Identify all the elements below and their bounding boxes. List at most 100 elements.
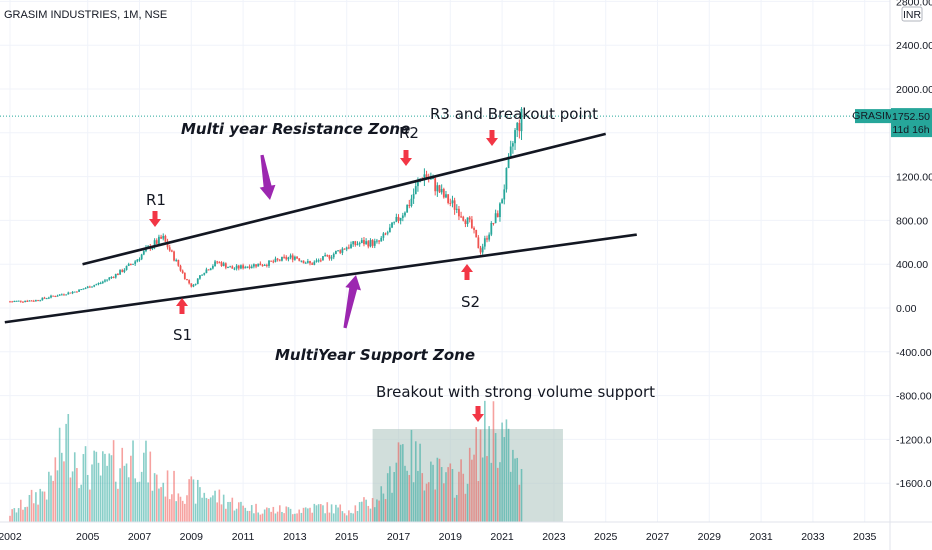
volume-bar <box>309 507 311 522</box>
last-price-badge: GRASIM 1752.50 11d 16h <box>852 108 932 138</box>
candle-body <box>300 260 303 262</box>
candle-body <box>205 269 208 274</box>
volume-bar <box>289 508 292 522</box>
candle-body <box>350 244 352 249</box>
volume-bar <box>285 506 288 522</box>
candle-body <box>73 291 76 293</box>
candle-body <box>173 251 175 261</box>
volume-bar <box>471 459 473 522</box>
candle-body <box>304 262 307 264</box>
time-tick-label: 2009 <box>180 531 204 543</box>
time-tick-label: 2035 <box>853 531 877 543</box>
candle-body <box>470 219 473 228</box>
volume-bar <box>93 450 95 522</box>
volume-bar <box>298 509 301 522</box>
volume-bar <box>140 471 143 522</box>
volume-bar <box>376 499 378 522</box>
support-line[interactable] <box>4 233 637 324</box>
volume-bar <box>52 480 54 522</box>
volume-bar <box>458 471 460 522</box>
candle-body <box>201 274 203 276</box>
candle-body <box>138 259 141 261</box>
volume-bar <box>313 503 316 522</box>
volume-bar <box>54 457 57 522</box>
resistance-zone-label: Multi year Resistance Zone <box>181 120 410 138</box>
candle-body <box>507 156 510 169</box>
volume-bar <box>13 508 16 522</box>
volume-bar <box>48 471 50 522</box>
volume-bar <box>147 482 149 522</box>
candle-body <box>231 266 234 269</box>
candle-body <box>447 194 450 204</box>
volume-bar <box>186 495 188 522</box>
candle-body <box>52 295 55 297</box>
volume-bar <box>402 444 404 522</box>
candle-body <box>328 255 331 259</box>
candle-body <box>63 294 65 296</box>
volume-bar <box>67 414 70 522</box>
volume-bar <box>404 465 406 522</box>
candle-body <box>170 250 173 252</box>
candle-body <box>410 198 413 206</box>
candle-body <box>384 233 387 235</box>
volume-bars <box>9 400 523 522</box>
candle-body <box>285 256 288 260</box>
candle-body <box>162 235 165 239</box>
volume-bar <box>112 440 115 522</box>
candle-body <box>373 241 376 246</box>
resistance-line[interactable] <box>82 132 607 266</box>
volume-bar <box>274 513 277 522</box>
support-pointer-arrow <box>343 275 361 329</box>
currency-badge[interactable]: INR <box>901 6 923 22</box>
volume-bar <box>235 508 238 522</box>
candle-body <box>376 240 378 242</box>
s1-label: S1 <box>173 326 192 344</box>
candle-body <box>438 185 441 193</box>
volume-bar <box>240 501 242 522</box>
volume-bar <box>26 506 29 522</box>
candle-body <box>142 251 145 255</box>
support-zone-label: MultiYear Support Zone <box>275 346 475 364</box>
time-axis[interactable]: 2002 2005 2007 2009 2011 2013 2015 2017 2019 2021… <box>0 531 877 543</box>
candle-body <box>464 220 467 224</box>
candle-body <box>32 300 35 302</box>
candle-body <box>354 241 357 245</box>
volume-bar <box>367 505 370 522</box>
candle-body <box>164 235 167 242</box>
candle-body <box>194 283 197 285</box>
volume-bar <box>56 470 59 522</box>
candle-body <box>397 216 400 221</box>
candle-body <box>35 300 37 302</box>
candle-body <box>248 266 251 269</box>
volume-bar <box>250 505 253 522</box>
volume-bar <box>164 496 167 522</box>
price-tag-value: 1752.50 <box>892 111 930 123</box>
candle-body <box>244 267 247 269</box>
volume-bar <box>462 473 465 522</box>
volume-bar <box>507 428 510 522</box>
candle-body <box>492 222 495 224</box>
price-axis[interactable]: 2800.002400.002000.001600.001200.00800.0… <box>896 0 932 490</box>
candle-body <box>509 146 512 157</box>
volume-bar <box>166 470 169 522</box>
candle-body <box>99 282 102 284</box>
candle-body <box>93 285 96 287</box>
candle-body <box>380 237 383 242</box>
candle-body <box>479 248 482 253</box>
volume-bar <box>246 510 249 522</box>
volume-bar <box>358 502 361 522</box>
candle-body <box>240 265 242 269</box>
volume-bar <box>209 497 212 522</box>
candle-body <box>283 256 286 258</box>
volume-bar <box>322 505 324 522</box>
candle-body <box>257 263 260 267</box>
volume-bar <box>363 497 365 522</box>
time-tick-label: 2002 <box>0 531 22 543</box>
volume-bar <box>427 482 430 522</box>
volume-bar <box>380 486 383 522</box>
volume-bar <box>475 427 477 522</box>
symbol-tag <box>855 109 891 124</box>
r2-arrow <box>400 150 412 166</box>
volume-bar <box>41 491 44 522</box>
